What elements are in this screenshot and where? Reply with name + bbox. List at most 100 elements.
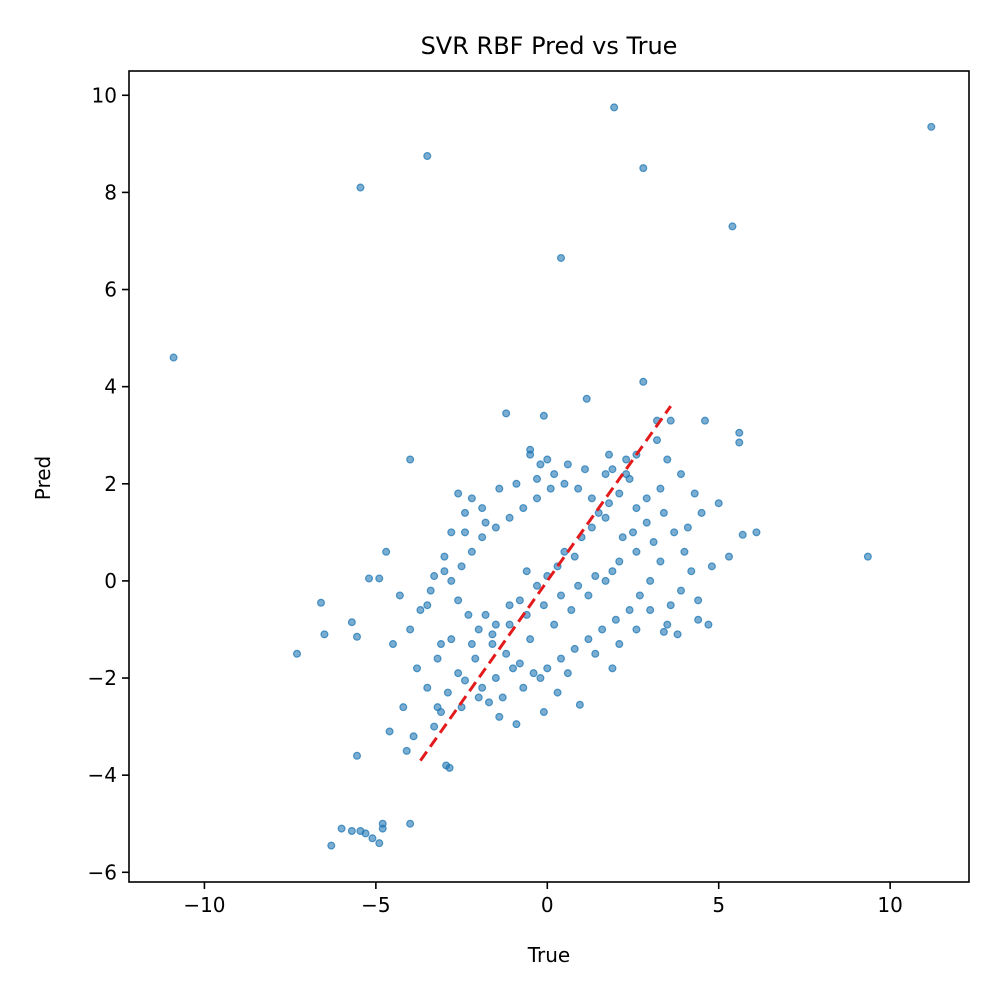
scatter-point [169,353,178,362]
scatter-point [536,460,545,469]
scatter-point [601,470,610,479]
scatter-point [293,649,302,658]
scatter-point [707,562,716,571]
scatter-point [505,601,514,610]
scatter-point [491,523,500,532]
scatter-point [642,494,651,503]
scatter-point [467,547,476,556]
y-tick-label: −6 [88,860,117,884]
y-tick-label: 2 [104,472,117,496]
scatter-point [457,562,466,571]
scatter-point [543,664,552,673]
scatter-point [488,630,497,639]
scatter-point [927,122,936,131]
scatter-point [509,664,518,673]
scatter-point [488,640,497,649]
scatter-point [635,591,644,600]
scatter-point [563,669,572,678]
scatter-point [570,644,579,653]
scatter-point [375,574,384,583]
scatter-point [539,411,548,420]
scatter-point [512,720,521,729]
scatter-point [437,640,446,649]
scatter-point [464,610,473,619]
scatter-point [610,103,619,112]
scatter-point [687,567,696,576]
scatter-point [574,581,583,590]
scatter-point [485,698,494,707]
scatter-point [433,703,442,712]
scatter-point [611,615,620,624]
y-tick-label: −4 [88,763,117,787]
scatter-point [666,416,675,425]
scatter-point [714,499,723,508]
scatter-point [515,659,524,668]
scatter-point [656,484,665,493]
y-tick-label: 10 [92,83,117,107]
scatter-point [375,839,384,848]
x-tick-label: 10 [877,893,902,917]
y-tick-label: 4 [104,375,117,399]
scatter-point [471,654,480,663]
scatter-point [532,474,541,483]
scatter-point [481,518,490,527]
scatter-point [550,470,559,479]
scatter-point [539,708,548,717]
scatter-point [670,528,679,537]
scatter-point [601,513,610,522]
scatter-point [615,557,624,566]
scatter-point [615,640,624,649]
scatter-point [625,474,634,483]
scatter-point [642,518,651,527]
x-tick-label: −5 [361,893,390,917]
scatter-point [574,484,583,493]
y-axis-label: Pred [31,456,55,501]
scatter-point [680,547,689,556]
scatter-point [536,674,545,683]
scatter-point [461,508,470,517]
scatter-point [632,547,641,556]
scatter-point [426,586,435,595]
scatter-point [704,620,713,629]
scatter-point [608,664,617,673]
scatter-point [423,151,432,160]
x-tick-label: −10 [183,893,225,917]
scatter-point [385,727,394,736]
scatter-point [663,455,672,464]
scatter-point [402,746,411,755]
scatter-point [502,409,511,418]
scatter-point [317,598,326,607]
scatter-point [694,596,703,605]
scatter-point [584,635,593,644]
scatter-point [395,591,404,600]
scatter-point [618,533,627,542]
scatter-point [646,606,655,615]
scatter-point [495,712,504,721]
scatter-point [430,572,439,581]
scatter-point [512,479,521,488]
scatter-point [356,183,365,192]
scatter-point [399,703,408,712]
scatter-point [608,567,617,576]
scatter-point [591,572,600,581]
chart-title: SVR RBF Pred vs True [421,32,678,60]
scatter-point [389,640,398,649]
scatter-point [474,625,483,634]
scatter-point [639,377,648,386]
scatter-point [447,635,456,644]
scatter-point [353,751,362,760]
scatter-point [587,494,596,503]
scatter-point [406,625,415,634]
scatter-point [738,530,747,539]
scatter-point [502,649,511,658]
scatter-point [690,489,699,498]
y-tick-label: 0 [104,569,117,593]
scatter-point [659,508,668,517]
scatter-point [556,591,565,600]
scatter-point [580,465,589,474]
x-axis: −10 −5 0 5 10 [183,882,903,917]
scatter-point [433,654,442,663]
scatter-point [591,649,600,658]
scatter-point [676,586,685,595]
